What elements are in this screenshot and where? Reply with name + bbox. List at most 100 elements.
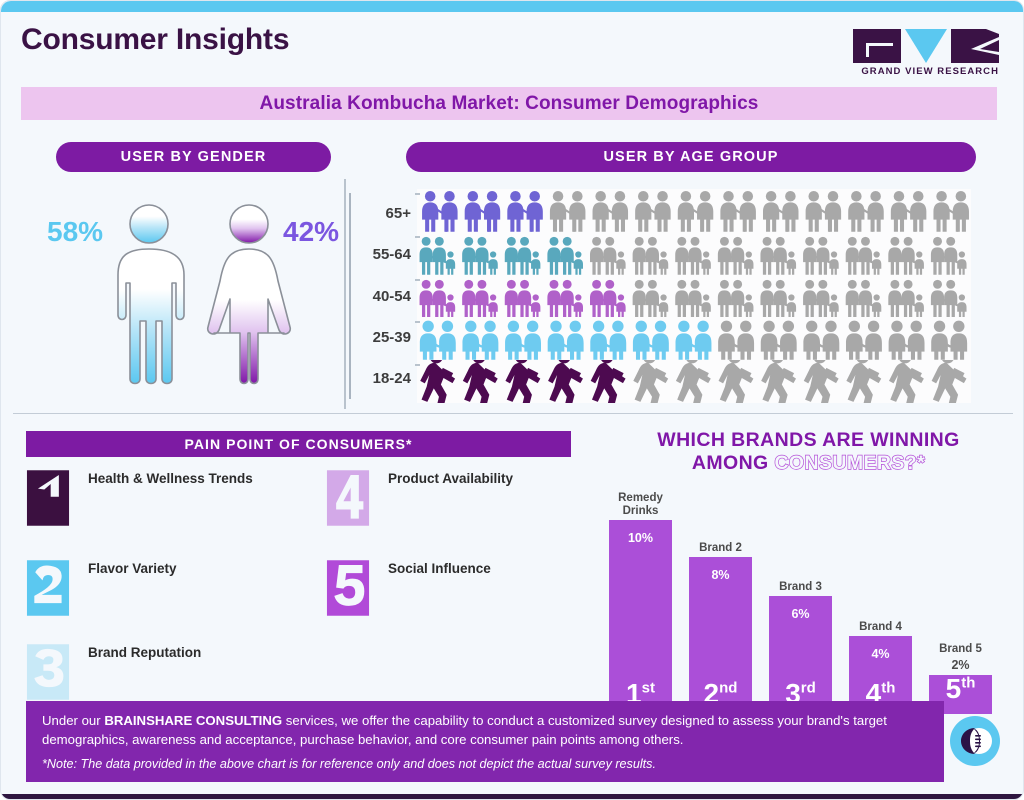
pictogram-unit [803,360,839,403]
brand-value-label: 6% [791,607,810,621]
brand-name-label: Brand 4 [859,620,902,633]
pictogram-unit [547,236,584,275]
report-banner: Australia Kombucha Market: Consumer Demo… [21,87,997,120]
pictogram-unit [632,279,669,318]
brand-rank-label: 1st [626,678,655,709]
pictogram-unit [589,279,626,318]
male-percentage: 58% [47,216,104,247]
pain-point-item: Social Influence [326,557,491,619]
pictogram-unit [675,236,711,275]
number-4-badge-icon [326,470,370,526]
pictogram-unit [548,360,583,403]
age-axis-labels: 65+ 55-64 40-54 25-39 18-24 [357,193,415,399]
pictogram-unit [549,191,586,232]
pictogram-unit [888,321,925,361]
pictogram-unit [462,321,499,361]
pictogram-unit [592,191,629,232]
pain-point-item: Product Availability [326,467,513,529]
pictogram-unit [933,191,969,232]
section-title-pain-points: PAIN POINT OF CONSUMERS* [26,431,571,457]
pictogram-unit [504,236,541,275]
pictogram-unit [890,191,927,232]
pain-point-label: Product Availability [388,471,514,486]
pictogram-unit [419,279,456,318]
age-axis-tick [415,235,420,238]
age-label-40-54: 40-54 [372,287,411,305]
age-axis-tick [415,193,420,195]
pictogram-unit [462,279,498,318]
brands-chart-section: WHICH BRANDS ARE WINNING AMONG CONSUMERS… [601,429,1016,714]
age-group-chart: 65+ 55-64 40-54 25-39 18-24 [349,187,979,409]
pictogram-unit [888,236,924,275]
pictogram-unit [888,360,924,403]
pain-points-list: Health & Wellness Trends Product Availab… [26,467,586,717]
brand-column: Brand 4 4% 4th [849,492,912,714]
age-label-55-64: 55-64 [372,246,411,264]
pictogram-unit [888,279,924,318]
pictogram-unit [718,321,755,361]
horizontal-divider [13,413,1013,414]
pain-point-label: Social Influence [388,561,491,576]
footer-main-text: Under our BRAINSHARE CONSULTING services… [42,712,928,749]
header: Consumer Insights GRAND VIEW RESEARCH [1,12,1023,80]
pictogram-unit [547,321,584,361]
age-label-25-39: 25-39 [372,328,411,346]
age-axis-tick [415,278,420,281]
age-axis-tick [415,364,420,367]
brand-rank-label: 5th [945,673,976,704]
number-1-badge-icon [26,470,70,526]
pictogram-unit [419,236,456,275]
age-row-65plus [417,189,971,232]
brand-rank-label: 4th [865,678,896,709]
pictogram-unit [675,279,711,318]
pictogram-unit [845,321,882,361]
brand-rank-label: 3rd [785,678,816,709]
pictogram-unit [760,279,797,318]
pain-point-item: Flavor Variety [26,557,177,619]
brand-bar: 6% 3rd [769,596,832,714]
pictogram-unit [505,321,541,361]
walking-person-icon-row [420,360,967,403]
family-group-icon-row [419,236,967,275]
pictogram-unit [590,360,626,403]
brand-bar: 8% 2nd [689,557,752,714]
pictogram-unit [717,236,754,275]
brand-column: Brand 2 8% 2nd [689,492,752,714]
female-percentage: 42% [283,216,340,247]
pictogram-unit [675,360,711,403]
banner-title: Australia Kombucha Market: Consumer Demo… [259,92,759,114]
brand-rank-suffix: nd [719,679,738,697]
page-title: Consumer Insights [21,23,290,56]
section-title-user-by-gender: USER BY GENDER [56,142,331,172]
female-figure-icon [206,204,292,385]
gvr-mark-icon [853,29,999,63]
brand-value-label: 8% [711,568,730,582]
age-label-65plus: 65+ [385,205,411,223]
pictogram-unit [632,321,669,361]
age-axis-line [349,193,351,399]
pictogram-unit [803,321,840,361]
pictogram-unit [845,279,882,318]
pictogram-unit [717,279,754,318]
brand-rank-suffix: rd [800,679,816,697]
pictogram-unit [930,279,967,318]
pictogram-unit [760,236,797,275]
brand-column: Brand 5 2% 5th [929,492,992,714]
pictogram-unit [420,360,456,403]
pictogram-unit [845,236,882,275]
pictogram-unit [632,236,669,275]
footer-note-text: *Note: The data provided in the above ch… [42,757,656,771]
brand-name-label: Brand 3 [779,580,822,593]
pictogram-unit [547,279,584,318]
pictogram-unit [931,321,968,361]
pictogram-unit [760,321,797,361]
pain-point-label: Brand Reputation [88,645,202,660]
pain-section-label: PAIN POINT OF CONSUMERS* [184,436,413,452]
footer-disclaimer: Under our BRAINSHARE CONSULTING services… [26,701,944,782]
pictogram-unit [677,191,714,232]
brand-rank-suffix: st [641,679,655,697]
pictogram-unit [462,236,498,275]
pictogram-unit [590,321,627,361]
grand-view-research-logo: GRAND VIEW RESEARCH [853,27,999,79]
